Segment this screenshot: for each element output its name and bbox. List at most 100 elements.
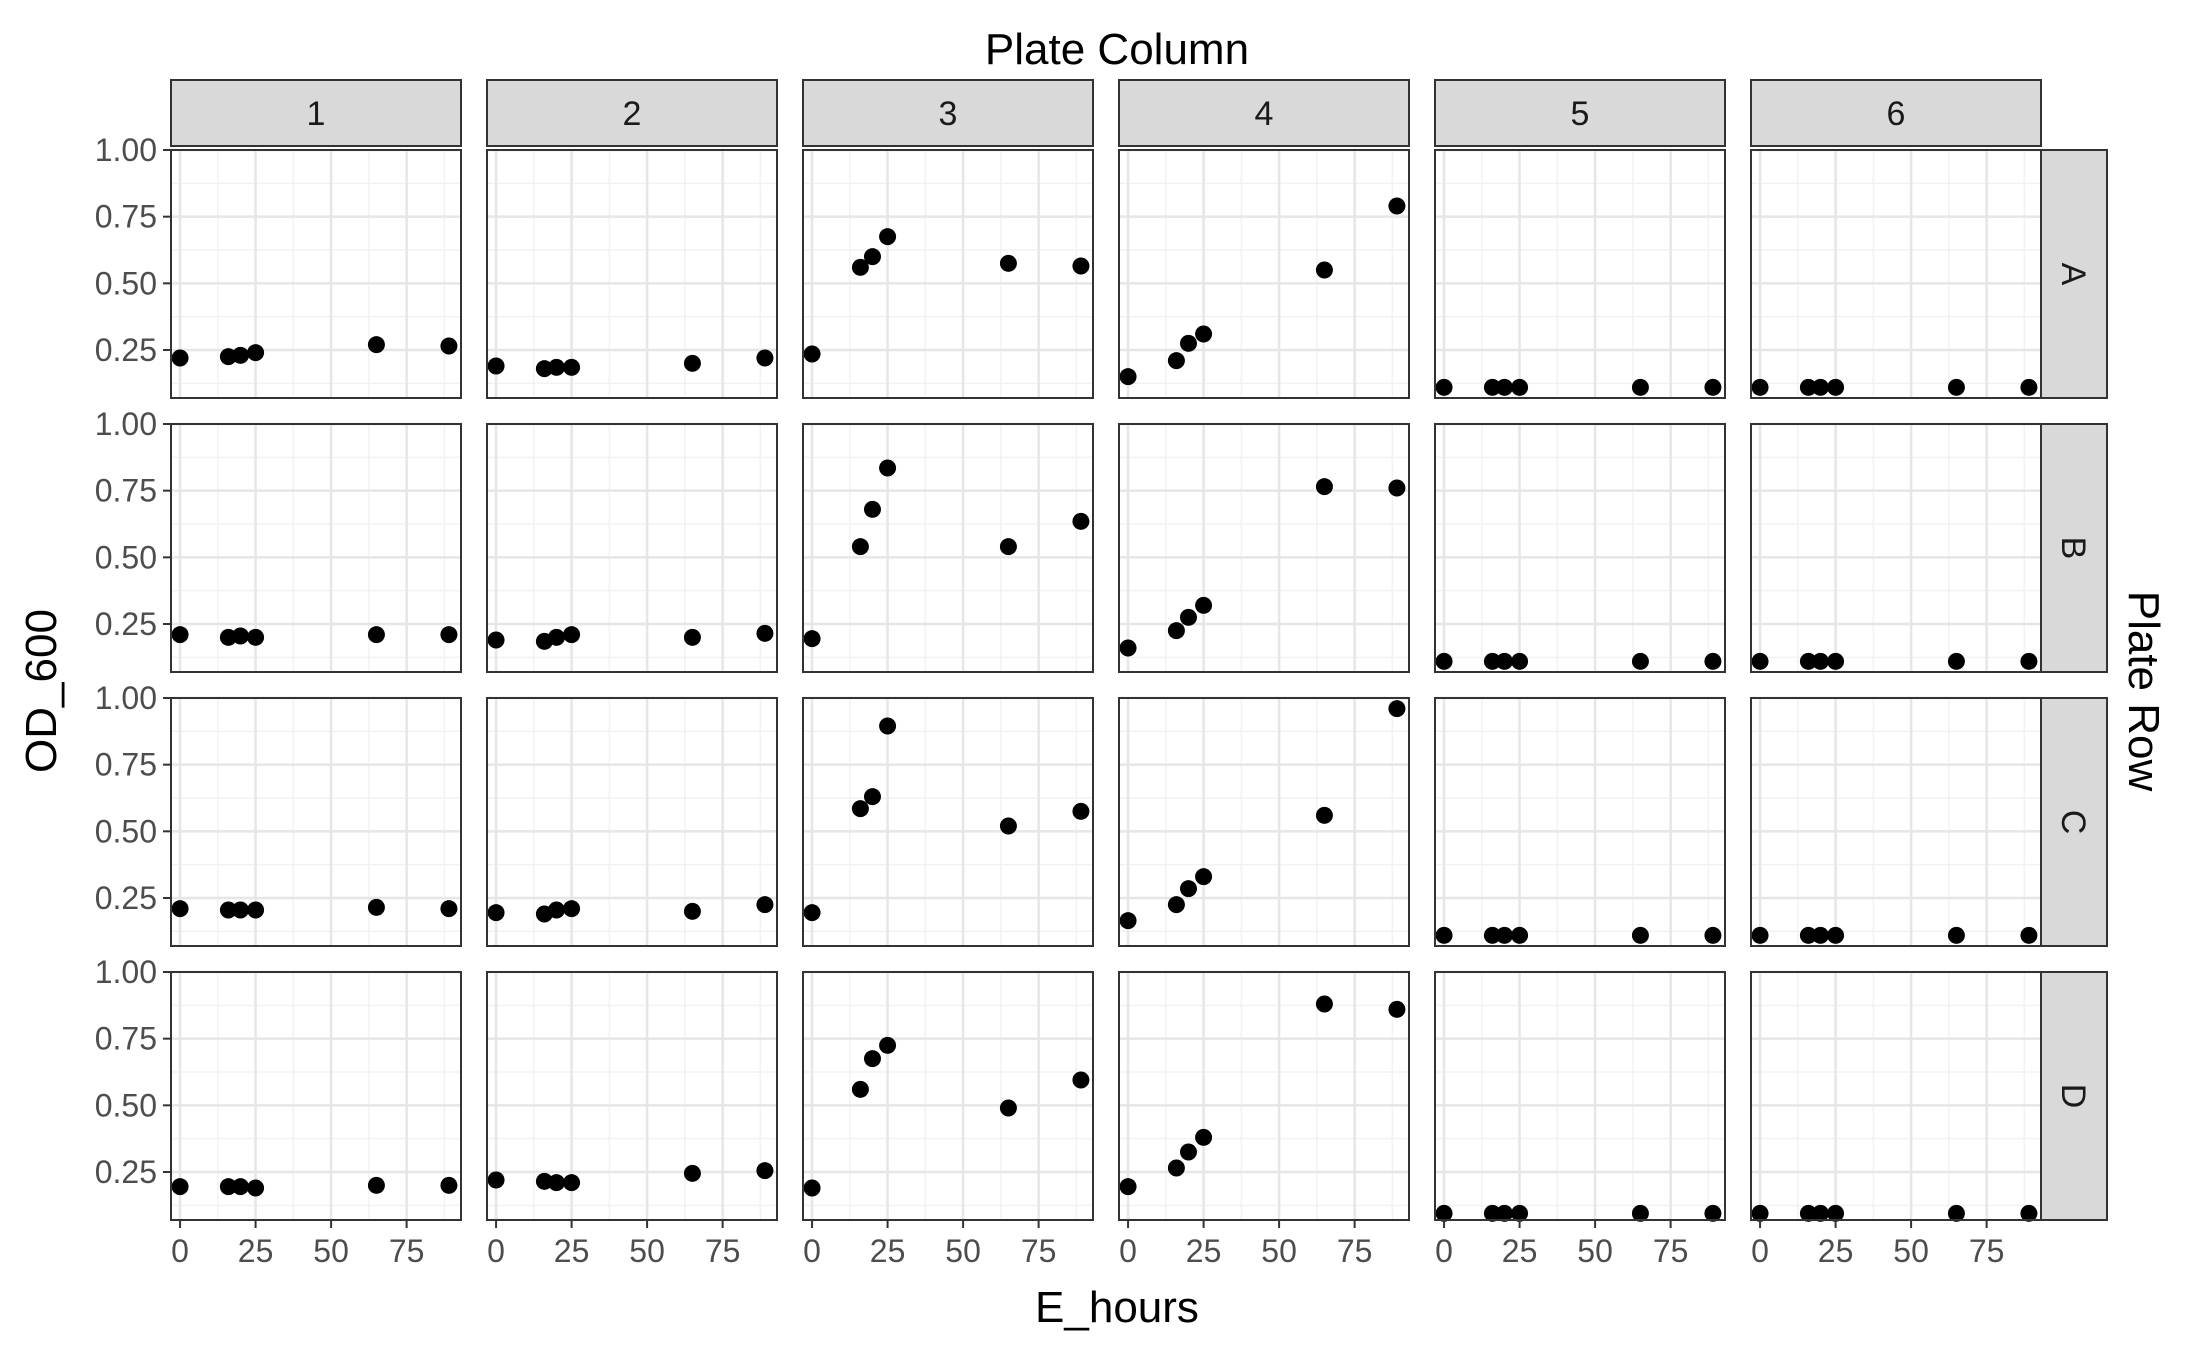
x-tick-label: 75: [705, 1233, 741, 1269]
data-point: [440, 337, 458, 355]
panel-B1: [170, 422, 462, 673]
panel-D2: [486, 970, 778, 1221]
y-tick-label: 1.00: [95, 680, 157, 716]
data-point: [851, 800, 869, 818]
data-point: [803, 630, 821, 648]
panel-background: [803, 150, 1093, 398]
panel-border: [170, 697, 462, 947]
data-point: [367, 626, 385, 644]
panel-C3: [802, 696, 1094, 947]
data-point: [851, 538, 869, 556]
panel-background: [1119, 424, 1409, 672]
data-point: [1435, 652, 1453, 670]
panel-D6: [1750, 970, 2042, 1222]
data-point: [1119, 912, 1137, 930]
data-point: [1827, 926, 1845, 944]
panel-background: [1119, 698, 1409, 946]
y-tick-label: 0.25: [95, 880, 157, 916]
x-tick-label: 0: [1435, 1233, 1453, 1269]
data-point: [547, 901, 565, 919]
data-point: [1435, 378, 1453, 396]
data-point: [1072, 1071, 1090, 1089]
facet-strip-row-A: [2040, 149, 2108, 399]
x-tick-label: 75: [1653, 1233, 1689, 1269]
x-axis-title: E_hours: [1035, 1283, 1199, 1332]
panel-background: [1435, 972, 1725, 1220]
facet-strip-column-label: 6: [1887, 95, 1906, 133]
data-point: [683, 354, 701, 372]
data-point: [1631, 1204, 1649, 1222]
panel-A5: [1434, 148, 1726, 399]
panel-A6: [1750, 148, 2042, 399]
data-point: [1827, 652, 1845, 670]
data-point: [879, 717, 897, 735]
data-point: [1631, 926, 1649, 944]
facet-strip-column-label: 4: [1255, 95, 1274, 133]
data-point: [1167, 352, 1185, 370]
data-point: [1195, 868, 1213, 886]
y-tick-label: 1.00: [95, 406, 157, 442]
data-point: [1179, 880, 1197, 898]
panel-border: [170, 971, 462, 1221]
panel-border: [1434, 423, 1726, 673]
panel-background: [1751, 150, 2041, 398]
data-point: [1195, 325, 1213, 343]
panel-C4: [1118, 696, 1410, 947]
facet-strip-row-label: C: [2054, 810, 2092, 835]
x-tick-label: 50: [313, 1233, 349, 1269]
data-point: [803, 904, 821, 922]
data-point: [1631, 652, 1649, 670]
x-tick-label: 75: [1337, 1233, 1373, 1269]
data-point: [1483, 378, 1501, 396]
panel-D1: [170, 970, 462, 1221]
panel-background: [803, 972, 1093, 1220]
panel-border: [486, 971, 778, 1221]
panel-background: [487, 150, 777, 398]
facet-strip-row-label: A: [2054, 263, 2092, 286]
panel-D3: [802, 970, 1094, 1221]
data-point: [1167, 622, 1185, 640]
panel-border: [1434, 697, 1726, 947]
data-point: [2020, 1204, 2038, 1222]
data-point: [1072, 257, 1090, 275]
panel-C1: [170, 696, 462, 947]
data-point: [1195, 596, 1213, 614]
data-point: [683, 902, 701, 920]
panel-B4: [1118, 422, 1410, 673]
panel-C6: [1750, 696, 2042, 947]
panel-A2: [486, 148, 778, 399]
panel-background: [487, 972, 777, 1220]
y-tick-label: 0.75: [95, 747, 157, 783]
facet-strip-row-label: B: [2054, 537, 2092, 560]
data-point: [756, 1162, 774, 1180]
data-point: [1119, 368, 1137, 386]
data-point: [863, 788, 881, 806]
data-point: [683, 1164, 701, 1182]
data-point: [756, 349, 774, 367]
data-point: [487, 904, 505, 922]
data-point: [1195, 1128, 1213, 1146]
panel-background: [171, 150, 461, 398]
y-tick-label: 0.75: [95, 473, 157, 509]
data-point: [851, 1080, 869, 1098]
data-point: [171, 900, 189, 918]
y-axis-title: OD_600: [17, 609, 66, 773]
panel-background: [1435, 150, 1725, 398]
data-point: [1179, 608, 1197, 626]
data-point: [1483, 926, 1501, 944]
data-point: [1947, 1204, 1965, 1222]
data-point: [487, 631, 505, 649]
panel-D5: [1434, 970, 1726, 1222]
data-point: [547, 358, 565, 376]
panel-border: [802, 149, 1094, 399]
data-point: [247, 628, 265, 646]
data-point: [487, 357, 505, 375]
data-point: [1315, 261, 1333, 279]
data-point: [1751, 378, 1769, 396]
panel-A3: [802, 148, 1094, 399]
panel-border: [802, 697, 1094, 947]
data-point: [863, 1050, 881, 1068]
data-point: [171, 349, 189, 367]
